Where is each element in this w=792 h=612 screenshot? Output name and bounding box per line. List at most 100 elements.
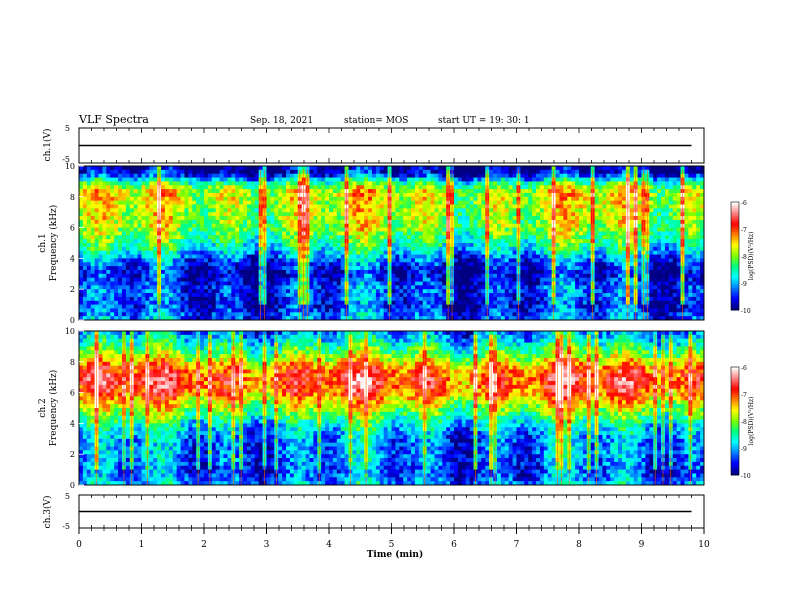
ch1spec-cell — [86, 289, 92, 294]
ch1spec-cell — [192, 316, 197, 320]
ch1spec-cell — [543, 254, 549, 259]
ch1spec-cell — [289, 185, 295, 190]
ch1spec-cell — [102, 289, 107, 294]
ch1spec-cell — [524, 269, 529, 275]
ch1spec-cell — [219, 216, 224, 221]
ch1spec-cell — [161, 177, 166, 182]
ch1spec-cell — [371, 208, 377, 213]
ch1spec-cell — [266, 212, 271, 217]
ch1spec-cell — [129, 304, 135, 309]
ch1spec-cell — [223, 266, 228, 271]
ch1spec-cell — [94, 208, 99, 213]
ch1spec-cell — [500, 227, 506, 232]
ch1spec-cell — [254, 281, 260, 286]
ch1spec-cell — [266, 258, 271, 263]
ch1spec-cell — [254, 166, 260, 171]
ch1spec-cell — [442, 293, 447, 298]
ch1spec-cell — [278, 231, 283, 236]
ch1spec-cell — [454, 196, 459, 202]
ch1spec-cell — [496, 192, 502, 198]
ch1spec-cell — [329, 212, 334, 217]
ch1spec-cell — [289, 300, 295, 305]
ch1spec-cell — [348, 258, 353, 263]
ch1spec-cell — [231, 304, 236, 309]
ch1spec-cell — [90, 316, 96, 320]
ch1spec-cell — [321, 208, 326, 213]
ch1spec-cell — [321, 181, 326, 186]
ch1spec-cell — [332, 185, 338, 190]
ch1spec-cell — [227, 204, 232, 209]
ch1spec-cell — [125, 219, 131, 225]
ch1spec-cell — [207, 219, 213, 225]
ch1spec-cell — [227, 219, 232, 225]
ch1spec-cell — [524, 273, 529, 279]
ch1spec-cell — [391, 273, 396, 279]
ch1spec-cell — [192, 231, 197, 236]
ch1spec-cell — [184, 200, 189, 205]
ch1spec-cell — [496, 258, 502, 263]
ch1spec-cell — [438, 239, 443, 244]
ch1spec-cell — [145, 304, 150, 309]
ch1spec-cell — [180, 289, 185, 294]
ch1spec-cell — [282, 308, 287, 313]
ch1spec-cell — [461, 243, 467, 248]
ch1spec-cell — [129, 169, 135, 175]
ch1spec-cell — [223, 216, 228, 221]
ch1spec-cell — [184, 231, 189, 236]
ch1spec-cell — [274, 277, 279, 282]
ch1spec-cell — [227, 273, 232, 279]
ch1spec-cell — [231, 312, 236, 317]
ch1spec-cell — [293, 262, 299, 267]
ch1spec-cell — [274, 212, 279, 217]
ch1spec-cell — [407, 169, 412, 175]
ch1spec-cell — [325, 308, 330, 313]
ch1spec-cell — [79, 300, 84, 305]
ch1spec-cell — [352, 227, 357, 232]
ch1spec-cell — [430, 216, 435, 221]
ch1spec-cell — [239, 246, 244, 252]
ch1spec-cell — [133, 227, 138, 232]
ch1spec-cell — [94, 308, 99, 313]
ch1spec-cell — [227, 166, 232, 171]
ch1spec-cell — [465, 281, 471, 286]
ch1spec-cell — [457, 192, 463, 198]
ch1spec-cell — [106, 250, 111, 255]
ch1spec-cell — [250, 212, 256, 217]
ch1spec-cell — [168, 235, 174, 240]
ch1spec-cell — [434, 273, 439, 279]
ch1spec-cell — [293, 285, 299, 290]
ch1spec-cell — [395, 285, 400, 290]
ch1spec-cell — [383, 269, 388, 275]
ch1spec-cell — [364, 204, 369, 209]
ch1spec-cell — [94, 212, 99, 217]
ch1spec-cell — [461, 308, 467, 313]
ch1spec-cell — [204, 219, 209, 225]
ch1spec-cell — [243, 293, 248, 298]
ch1spec-cell — [411, 277, 416, 282]
ch1spec-cell — [215, 250, 221, 255]
ch1spec-cell — [356, 216, 361, 221]
ch1spec-cell — [481, 316, 486, 320]
ch1spec-cell — [512, 254, 517, 259]
ch1spec-cell — [172, 223, 178, 228]
ch1spec-cell — [536, 227, 541, 232]
ch1spec-cell — [79, 196, 84, 202]
ch1spec-cell — [520, 250, 525, 255]
ch1spec-cell — [469, 258, 474, 263]
ch1spec-cell — [336, 254, 342, 259]
ch1spec-cell — [282, 239, 287, 244]
ch1spec-cell — [325, 254, 330, 259]
ch1spec-cell — [469, 231, 474, 236]
ch1spec-cell — [508, 216, 513, 221]
ch1spec-cell — [430, 196, 435, 202]
ch1spec-cell — [364, 296, 369, 302]
ch1spec-cell — [196, 185, 201, 190]
ch1spec-cell — [94, 169, 99, 175]
ch1spec-cell — [153, 285, 158, 290]
ch1spec-cell — [469, 304, 474, 309]
ch1spec-cell — [477, 223, 482, 228]
ch1spec-cell — [133, 293, 138, 298]
ch1spec-cell — [133, 262, 138, 267]
ch1spec-cell — [379, 177, 385, 182]
ch1spec-cell — [79, 181, 84, 186]
